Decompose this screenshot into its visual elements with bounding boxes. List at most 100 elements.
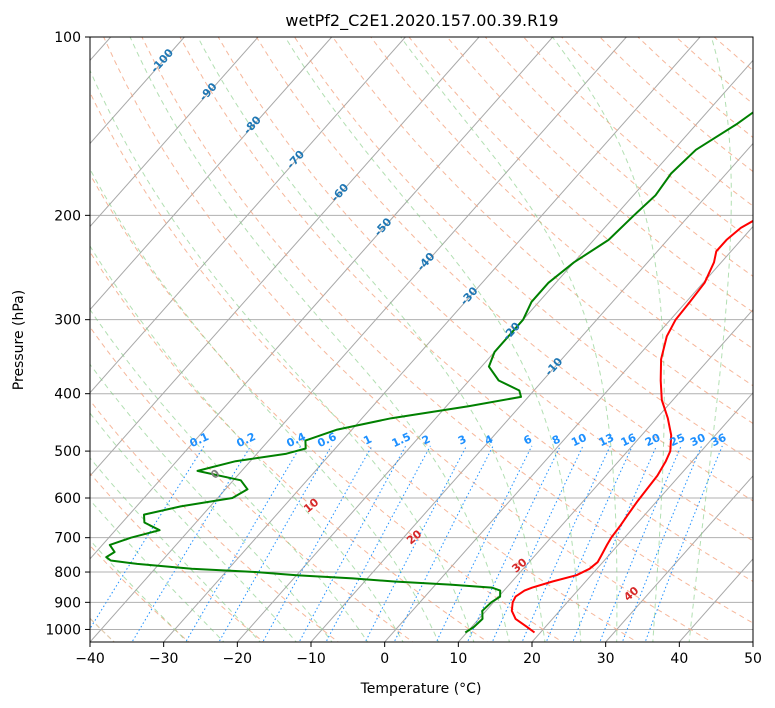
mixing-ratio-line xyxy=(572,445,657,642)
moist-adiabat xyxy=(90,412,297,642)
ticks-layer: −40 −30 −20 −10 0 10 20 30 40 50 1000 900 800 700 600 5… xyxy=(45,30,762,667)
mixing-ratio-label: 30 xyxy=(688,431,708,449)
dry-adiabat xyxy=(90,472,265,642)
dry-adiabat xyxy=(713,37,753,72)
isotherm-line xyxy=(90,37,259,228)
mixing-ratio-label: 8 xyxy=(550,433,562,448)
dry-adiabat xyxy=(141,37,753,624)
temperature-line xyxy=(510,219,753,634)
moist-adiabat xyxy=(129,37,510,642)
dry-adiabat xyxy=(294,37,753,463)
mixing-ratio-label: 1 xyxy=(361,433,373,448)
mixing-ratio-label: 4 xyxy=(483,432,496,447)
dewpoint-line xyxy=(105,111,753,634)
dry-adiabat xyxy=(255,37,753,502)
y-axis-label: Pressure (hPa) xyxy=(11,290,27,390)
plot-frame xyxy=(89,36,754,643)
mixing-ratio-line xyxy=(298,445,407,642)
dry-adiabat xyxy=(90,544,190,642)
mixing-ratio-line xyxy=(185,445,302,642)
dry-adiabat xyxy=(90,173,564,642)
grid-layer xyxy=(90,37,753,642)
moist-adiabat xyxy=(551,37,665,642)
moist-adiabat xyxy=(90,168,440,642)
moist-adiabat xyxy=(90,363,333,642)
y-tick-label: 600 xyxy=(54,491,81,507)
x-tick-label: 50 xyxy=(744,651,762,667)
dry-adiabat xyxy=(561,37,753,207)
mixing-ratio-line xyxy=(644,445,723,642)
x-tick-label: 20 xyxy=(523,651,541,667)
mixing-ratio-line xyxy=(599,445,682,642)
x-tick-label: 40 xyxy=(670,651,688,667)
x-tick-label: −40 xyxy=(75,651,105,667)
isotherm-line xyxy=(531,391,753,642)
isotherm-line xyxy=(90,37,627,642)
dry-adiabat xyxy=(90,399,340,642)
isotherm-line xyxy=(90,37,406,394)
y-tick-label: 500 xyxy=(54,444,81,460)
isotherm-line xyxy=(90,37,554,560)
dry-adiabat xyxy=(90,251,489,642)
x-axis-label: Temperature (°C) xyxy=(360,681,482,697)
mixing-ratio-label: 3 xyxy=(456,433,468,448)
mixing-ratio-line xyxy=(393,445,494,642)
y-tick-label: 700 xyxy=(54,531,81,547)
y-tick-label: 800 xyxy=(54,565,81,581)
moist-adiabat xyxy=(90,539,189,642)
mixing-ratio-label: 0.6 xyxy=(315,430,338,450)
moist-adiabat xyxy=(90,308,369,642)
x-tick-label: −10 xyxy=(296,651,326,667)
series-layer xyxy=(105,111,753,634)
mixing-ratio-label: 16 xyxy=(619,431,639,449)
x-tick-label: 10 xyxy=(449,651,467,667)
x-tick-label: −30 xyxy=(149,651,179,667)
chart-title: wetPf2_C2E1.2020.157.00.39.R19 xyxy=(285,11,558,31)
y-tick-label: 400 xyxy=(54,387,81,403)
mixing-ratio-line xyxy=(364,445,467,642)
y-tick-label: 1000 xyxy=(45,622,81,638)
isotherm-line xyxy=(310,142,753,642)
y-tick-label: 100 xyxy=(54,30,81,46)
mixing-ratio-label: 36 xyxy=(709,431,729,449)
mixing-ratio-label: 2 xyxy=(420,433,432,448)
isotherm-line xyxy=(90,37,333,311)
moist-adiabat xyxy=(90,245,404,642)
isotherm-line xyxy=(752,641,753,642)
dry-adiabat xyxy=(408,37,753,350)
isotherm-line xyxy=(384,225,753,642)
mixing-ratio-line xyxy=(90,445,205,630)
mixing-ratio-line xyxy=(435,445,533,642)
mixing-ratio-label: 0.1 xyxy=(188,430,211,450)
moist-adiabat xyxy=(400,37,618,642)
mixing-ratio-line xyxy=(521,445,611,642)
mixing-ratio-label: 13 xyxy=(597,431,616,449)
dry-adiabat xyxy=(90,326,414,642)
isotherm-line xyxy=(90,37,480,477)
mixing-ratio-label: 25 xyxy=(668,431,687,449)
background-lines xyxy=(90,37,753,642)
moist-adiabat xyxy=(284,37,582,642)
isotherm-line xyxy=(163,37,701,642)
x-tick-label: −20 xyxy=(223,651,253,667)
dry-adiabat xyxy=(332,37,753,425)
mixing-ratio-label: 1.5 xyxy=(390,430,413,450)
mixing-ratio-label: 6 xyxy=(522,432,535,447)
dry-adiabat xyxy=(217,37,753,542)
dry-adiabat xyxy=(179,37,753,583)
mixing-ratio-line xyxy=(218,445,332,642)
x-tick-label: 0 xyxy=(380,651,389,667)
y-tick-label: 900 xyxy=(54,595,81,611)
mixing-ratio-line xyxy=(491,445,584,642)
isotherm-line xyxy=(457,308,753,642)
dry-adiabat xyxy=(90,91,638,642)
dry-adiabat-label: 20 xyxy=(404,527,424,547)
y-tick-label: 200 xyxy=(54,208,81,224)
dry-adiabat xyxy=(523,37,753,242)
isotherm-line xyxy=(605,475,753,642)
mixing-ratio-line xyxy=(621,445,703,642)
moist-adiabat xyxy=(90,457,261,642)
isotherm-line xyxy=(90,37,185,145)
y-tick-label: 300 xyxy=(54,313,81,329)
